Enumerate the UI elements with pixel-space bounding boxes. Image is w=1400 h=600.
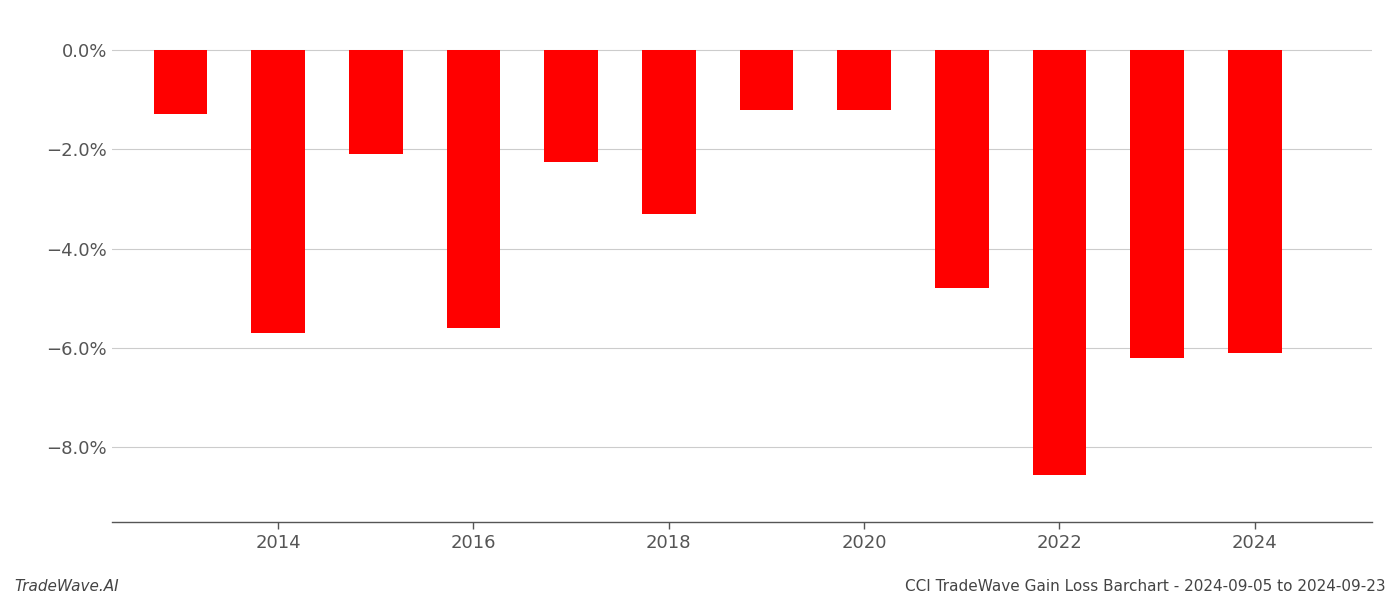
Bar [251, 50, 305, 333]
Bar [837, 50, 890, 110]
Bar [641, 50, 696, 214]
Bar [154, 50, 207, 115]
Bar [935, 50, 988, 289]
Bar [349, 50, 403, 154]
Text: TradeWave.AI: TradeWave.AI [14, 579, 119, 594]
Bar [1033, 50, 1086, 475]
Bar [545, 50, 598, 161]
Bar [1130, 50, 1184, 358]
Bar [447, 50, 500, 328]
Text: CCI TradeWave Gain Loss Barchart - 2024-09-05 to 2024-09-23: CCI TradeWave Gain Loss Barchart - 2024-… [906, 579, 1386, 594]
Bar [1228, 50, 1281, 353]
Bar [739, 50, 794, 110]
